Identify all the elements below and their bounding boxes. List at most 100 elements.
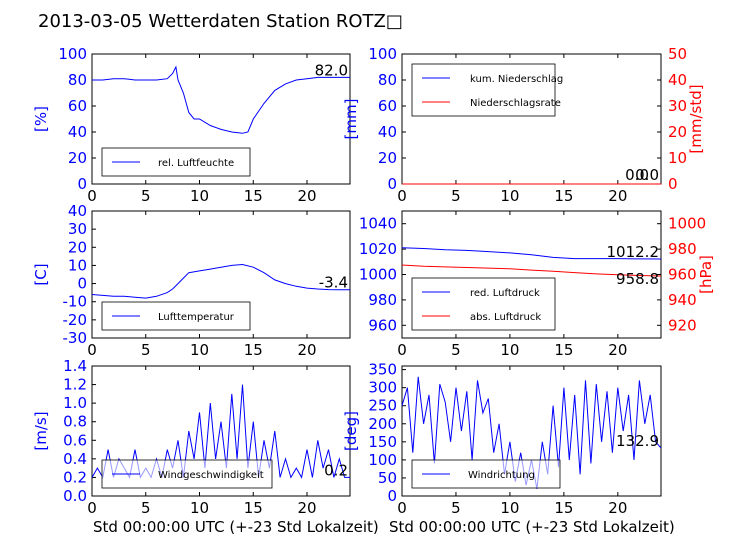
y-tick-label: 960 xyxy=(368,316,397,334)
y-tick-label: 0.6 xyxy=(63,431,87,449)
y2-tick-label: 980 xyxy=(668,240,697,258)
series-line-1 xyxy=(91,263,350,299)
y-tick-label: 50 xyxy=(378,469,397,487)
x-tick-label: 20 xyxy=(608,187,627,205)
legend-entry: Windgeschwindigkeit xyxy=(158,470,264,481)
last-value-label: 82.0 xyxy=(315,61,348,79)
x-axis-label-left: Std 00:00:00 UTC (+-23 Std Lokalzeit) xyxy=(93,518,379,536)
x-tick-label: 5 xyxy=(451,341,461,359)
y2-tick-label: 10 xyxy=(668,149,687,167)
legend-entry: kum. Niederschlag xyxy=(470,74,563,85)
y-tick-label: 350 xyxy=(368,361,397,379)
y-tick-label: 30 xyxy=(68,220,87,238)
legend-box xyxy=(411,63,556,117)
y-tick-label: 80 xyxy=(68,71,87,89)
y2-axis-label: [mm/std] xyxy=(687,84,705,153)
y-tick-label: 0.8 xyxy=(63,413,87,431)
y-tick-label: 10 xyxy=(68,256,87,274)
y-axis-label: [m/s] xyxy=(32,411,50,450)
x-tick-label: 20 xyxy=(297,187,316,205)
x-tick-label: 5 xyxy=(141,499,151,517)
y-tick-label: 20 xyxy=(68,238,87,256)
x-tick-label: 20 xyxy=(608,341,627,359)
last-value-label: -3.4 xyxy=(319,274,348,292)
y-tick-label: 1.2 xyxy=(63,376,87,394)
x-tick-label: 20 xyxy=(297,499,316,517)
y-tick-label: 1020 xyxy=(359,240,397,258)
y-tick-label: 300 xyxy=(368,379,397,397)
x-tick-label: 15 xyxy=(554,187,573,205)
last-value-label: 132.9 xyxy=(616,432,659,450)
y-tick-label: 0 xyxy=(387,175,397,193)
y-tick-label: 1.0 xyxy=(63,394,87,412)
x-tick-label: 5 xyxy=(451,499,461,517)
legend: red. Luftdruck abs. Luftdruck xyxy=(411,277,556,331)
y-tick-label: 20 xyxy=(378,149,397,167)
x-tick-label: 5 xyxy=(141,187,151,205)
y-tick-label: 100 xyxy=(368,45,397,63)
y-tick-label: 80 xyxy=(378,71,397,89)
legend-entry: Niederschlagsrate xyxy=(470,98,561,109)
last-value-label: 0.0 xyxy=(635,166,659,184)
legend: Lufttemperatur xyxy=(101,301,251,331)
series-line-2 xyxy=(401,264,662,277)
x-tick-label: 10 xyxy=(190,341,209,359)
chart-panel-4: 0 5 10 15 20 960 980 1000 1020 1040 920 940 960 980 10… xyxy=(359,210,715,359)
series-line-1 xyxy=(401,247,662,260)
x-tick-label: 0 xyxy=(397,499,407,517)
last-value2-label: 0.0 xyxy=(625,166,649,184)
last-value-label: 1012.2 xyxy=(607,243,660,261)
y-tick-label: 100 xyxy=(368,451,397,469)
y2-tick-label: 40 xyxy=(668,71,687,89)
x-tick-label: 5 xyxy=(141,341,151,359)
legend-entry: red. Luftdruck xyxy=(470,288,540,299)
y2-tick-label: 940 xyxy=(668,291,697,309)
y-axis-label: [deg] xyxy=(342,411,360,451)
x-tick-label: 10 xyxy=(500,499,519,517)
y-tick-label: -20 xyxy=(63,311,88,329)
x-tick-label: 15 xyxy=(244,341,263,359)
x-tick-label: 10 xyxy=(500,341,519,359)
chart-panel-2: 0 5 10 15 20 0 20 40 60 80 100 [mm] 0 10 20 30 40 50 [mm/s… xyxy=(342,45,705,205)
y-tick-label: 0.0 xyxy=(63,487,87,505)
y-tick-label: 980 xyxy=(368,291,397,309)
x-tick-label: 0 xyxy=(87,187,97,205)
figure-title: 2013-03-05 Wetterdaten Station ROTZ□ xyxy=(38,11,403,32)
y-axis-label: [mm] xyxy=(342,99,360,140)
legend-entry: Lufttemperatur xyxy=(158,312,235,323)
x-axis-label-right: Std 00:00:00 UTC (+-23 Std Lokalzeit) xyxy=(389,518,675,536)
y2-tick-label: 960 xyxy=(668,266,697,284)
y-axis-label: [C] xyxy=(32,263,50,285)
last-value-label: 0.2 xyxy=(324,461,348,479)
y-tick-label: 60 xyxy=(378,97,397,115)
x-tick-label: 20 xyxy=(608,499,627,517)
legend-box xyxy=(411,459,561,489)
legend-entry: abs. Luftdruck xyxy=(470,312,541,323)
x-tick-label: 15 xyxy=(244,499,263,517)
chart-panel-5: 0 5 10 15 200.00.20.40.60.81.01.21.4[m/s]0.2… xyxy=(32,357,351,517)
y-tick-label: 1000 xyxy=(359,266,397,284)
y-tick-label: 0 xyxy=(77,275,87,293)
legend-entry: rel. Luftfeuchte xyxy=(158,158,234,169)
y2-tick-label: 0 xyxy=(668,175,678,193)
y2-tick-label: 1000 xyxy=(668,215,706,233)
y2-tick-label: 50 xyxy=(668,45,687,63)
y-tick-label: 1.4 xyxy=(63,357,87,375)
legend: kum. Niederschlag Niederschlagsrate xyxy=(411,63,563,117)
legend-box xyxy=(411,277,556,331)
y-tick-label: 60 xyxy=(68,97,87,115)
y-tick-label: 0.2 xyxy=(63,468,87,486)
y-tick-label: 40 xyxy=(378,123,397,141)
y-tick-label: 0.4 xyxy=(63,450,87,468)
y-tick-label: 250 xyxy=(368,397,397,415)
y-tick-label: 20 xyxy=(68,149,87,167)
x-tick-label: 15 xyxy=(554,341,573,359)
y2-tick-label: 920 xyxy=(668,316,697,334)
y2-axis-label: [hPa] xyxy=(697,255,715,294)
x-tick-label: 5 xyxy=(451,187,461,205)
x-tick-label: 20 xyxy=(297,341,316,359)
y-tick-label: 200 xyxy=(368,415,397,433)
y-tick-label: 40 xyxy=(68,123,87,141)
